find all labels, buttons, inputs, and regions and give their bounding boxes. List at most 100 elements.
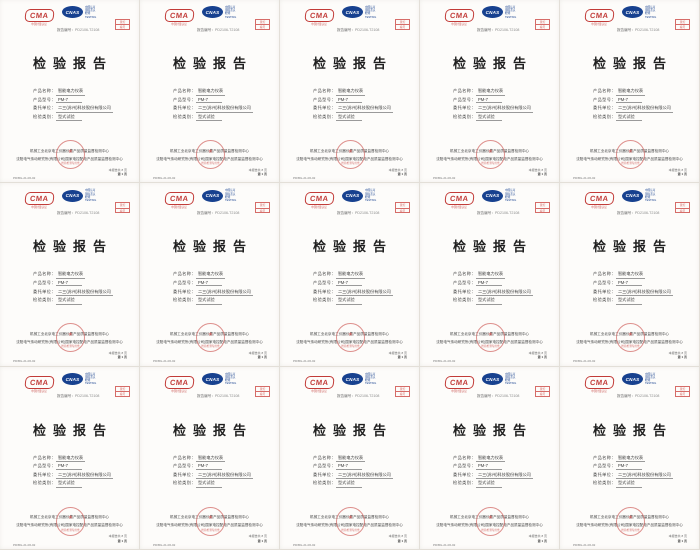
seal-star-icon: ★	[627, 331, 634, 338]
cnas-side-line: TESTING	[505, 198, 517, 202]
report-fields: 产品名称： 智能电力仪表 产品型号： PM-7 委托单位： 二三(苏州)科技股份有限公…	[173, 88, 253, 122]
report-title: 检验报告	[452, 56, 533, 71]
field-value: 智能电力仪表	[335, 271, 366, 279]
seal-star-icon: ★	[347, 148, 354, 155]
cnas-side-line: 检测	[225, 195, 231, 199]
field-value: PM-7	[475, 463, 502, 470]
document-code: PD/BG-21-06-02	[573, 359, 596, 364]
cnas-logo-icon: CNAS	[622, 6, 643, 19]
cnas-side-line: 中国认可	[645, 189, 656, 193]
cnas-side-line: TESTING	[365, 15, 377, 19]
field-label: 产品名称：	[173, 88, 196, 93]
field-product-model: 产品型号： PM-7	[173, 463, 253, 472]
cma-logo-icon: CMA	[304, 375, 334, 389]
cnas-logo-side-text: 中国认可 国际互认 检测 TESTING	[365, 373, 376, 386]
field-product-model: 产品型号： PM-7	[33, 97, 113, 106]
cma-logo-subtext: 中国计量认证	[591, 206, 607, 210]
cnas-logo-side-text: 中国认可 国际互认 检测 TESTING	[505, 373, 516, 386]
field-label: 产品型号：	[33, 96, 56, 102]
cnas-side-line: 检测	[645, 12, 651, 16]
report-fields: 产品名称： 智能电力仪表 产品型号： PM-7 委托单位： 二三(苏州)科技股份有限公…	[313, 455, 393, 489]
cnas-logo: CNAS 中国认可 国际互认 检测 TESTING	[482, 6, 516, 19]
corner-stamp-icon: 受控 编号	[535, 19, 550, 30]
page-number-note: 第 1 页	[537, 172, 547, 177]
certificate-tile: CMA 中国计量认证 CNAS 中国认可 国际互认 检测 TESTING 受控 …	[0, 0, 140, 184]
field-value: PM-7	[615, 463, 642, 470]
document-code: PD/BG-21-06-02	[573, 176, 596, 180]
field-label: 产品名称：	[593, 271, 616, 277]
page-count-note: 本报告共 8 页	[668, 167, 687, 172]
report-number: 报告编号：PD2106-T2108	[337, 394, 379, 399]
corner-stamp-icon: 受控 编号	[395, 385, 410, 397]
field-value: 型式试验	[335, 297, 362, 305]
field-product-model: 产品型号： PM-7	[313, 280, 393, 289]
field-value: 二三(苏州)科技股份有限公司	[615, 289, 673, 297]
report-number: 报告编号：PD2106-T2108	[477, 211, 519, 216]
cma-logo-icon: CMA	[24, 375, 54, 389]
cnas-side-line: TESTING	[645, 382, 657, 386]
field-label: 委托单位：	[313, 105, 336, 111]
report-number-label: 报告编号：	[617, 27, 635, 32]
field-value: PM-7	[335, 280, 362, 287]
field-value: PM-7	[335, 463, 362, 470]
certificate-tile: CMA 中国计量认证 CNAS 中国认可 国际互认 检测 TESTING 受控 …	[420, 366, 560, 550]
corner-stamp-line: 受控	[396, 387, 409, 393]
cnas-side-line: 中国认可	[365, 6, 376, 9]
seal-star-icon: ★	[487, 148, 494, 155]
field-value: 型式试验	[615, 297, 642, 305]
cnas-side-line: 中国认可	[85, 189, 96, 193]
field-label: 产品名称：	[453, 88, 476, 93]
page-number-note: 第 1 页	[117, 538, 127, 543]
cnas-side-line: 中国认可	[225, 6, 236, 9]
seal-text: 检验检测专用章	[341, 162, 360, 165]
certificate-tile: CMA 中国计量认证 CNAS 中国认可 国际互认 检测 TESTING 受控 …	[0, 183, 140, 367]
document-code: PD/BG-21-06-02	[433, 176, 456, 180]
report-number-value: PD2106-T2108	[74, 394, 100, 399]
field-product-name: 产品名称： 智能电力仪表	[173, 455, 253, 464]
field-value: 二三(苏州)科技股份有限公司	[335, 472, 393, 480]
report-number-value: PD2106-T2108	[354, 27, 380, 32]
certificate-tile: CMA 中国计量认证 CNAS 中国认可 国际互认 检测 TESTING 受控 …	[280, 183, 420, 367]
field-client-unit: 委托单位： 二三(苏州)科技股份有限公司	[593, 289, 673, 298]
cma-logo-icon: CMA	[584, 375, 614, 389]
cma-logo: CMA 中国计量认证	[444, 5, 474, 27]
cnas-logo: CNAS 中国认可 国际互认 检测 TESTING	[62, 6, 96, 19]
field-value: 智能电力仪表	[475, 88, 506, 96]
cnas-logo-side-text: 中国认可 国际互认 检测 TESTING	[85, 189, 96, 202]
field-value: 智能电力仪表	[55, 455, 86, 463]
report-number-value: PD2106-T2108	[74, 210, 100, 215]
page-number-note: 第 1 页	[677, 355, 687, 360]
cnas-side-line: 国际互认	[225, 192, 236, 196]
corner-stamp-icon: 受控 编号	[675, 202, 690, 214]
official-seal-icon: ★ 检验检测专用章	[56, 140, 85, 169]
field-value: 型式试验	[475, 480, 502, 488]
cnas-side-line: TESTING	[365, 382, 377, 386]
page-number-note: 第 1 页	[537, 538, 547, 543]
field-label: 产品型号：	[593, 96, 616, 102]
field-label: 委托单位：	[313, 471, 336, 477]
cma-logo-subtext: 中国计量认证	[451, 23, 467, 26]
field-value: 二三(苏州)科技股份有限公司	[55, 472, 113, 480]
seal-text: 检验检测专用章	[201, 528, 220, 532]
cnas-side-line: 国际互认	[645, 9, 656, 13]
field-label: 产品型号：	[313, 463, 336, 469]
seal-text: 检验检测专用章	[481, 345, 500, 349]
field-value: 智能电力仪表	[335, 88, 366, 96]
corner-stamp-line: 编号	[259, 208, 266, 213]
report-number-value: PD2106-T2108	[494, 394, 520, 399]
page-note: 本报告共 8 页 第 1 页	[249, 534, 267, 543]
report-number-label: 报告编号：	[617, 394, 635, 399]
cnas-side-line: 检测	[645, 195, 651, 199]
cnas-logo-side-text: 中国认可 国际互认 检测 TESTING	[505, 6, 516, 19]
field-value: PM-7	[475, 97, 502, 104]
field-label: 检验类别：	[453, 297, 476, 303]
official-seal-icon: ★ 检验检测专用章	[476, 140, 505, 169]
field-label: 委托单位：	[33, 471, 56, 477]
field-product-name: 产品名称： 智能电力仪表	[313, 88, 393, 97]
page-number-note: 第 1 页	[677, 538, 687, 543]
cnas-side-line: TESTING	[225, 15, 237, 19]
field-value: 智能电力仪表	[55, 88, 86, 96]
page-number-note: 第 1 页	[257, 538, 267, 543]
seal-star-icon: ★	[487, 515, 494, 522]
report-number: 报告编号：PD2106-T2108	[477, 394, 519, 399]
